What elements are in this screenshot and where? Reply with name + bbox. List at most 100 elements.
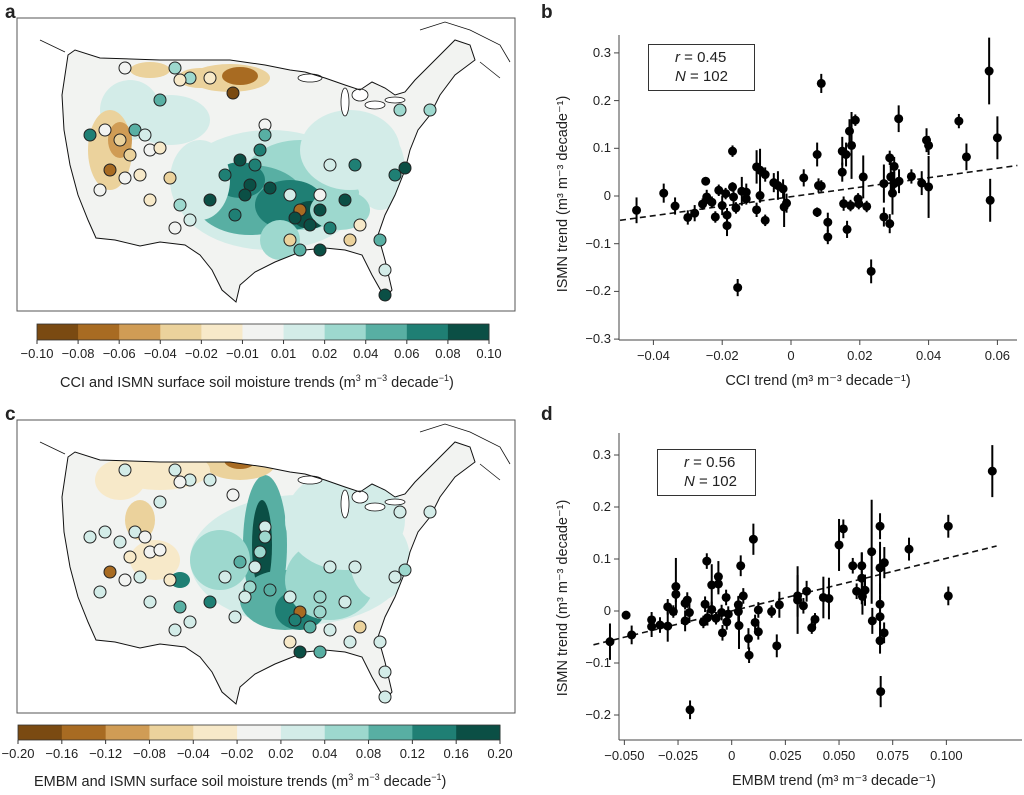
data-point xyxy=(632,205,642,215)
r-value: r = 0.45 xyxy=(675,48,754,67)
border-outline xyxy=(39,21,511,79)
sup: −3 xyxy=(376,373,388,383)
data-point xyxy=(838,524,848,534)
data-point xyxy=(721,189,731,199)
great-lake xyxy=(351,490,369,504)
station-marker xyxy=(393,505,407,519)
data-point xyxy=(605,637,615,647)
data-point xyxy=(741,187,751,197)
station-marker xyxy=(378,665,392,679)
data-point xyxy=(841,150,851,160)
colorbar-swatch xyxy=(447,324,490,340)
data-point xyxy=(824,594,834,604)
data-point xyxy=(717,201,727,211)
data-point xyxy=(816,78,826,88)
trend-region xyxy=(355,130,405,210)
trend-region xyxy=(130,540,180,580)
scatter-plot-d xyxy=(593,433,1022,745)
n-symbol: N xyxy=(675,68,686,85)
station-marker xyxy=(233,555,247,569)
y-tick-label: 0.3 xyxy=(592,44,611,60)
colorbar-a-tick-label: 0.06 xyxy=(394,346,420,361)
data-point xyxy=(733,283,743,293)
station-marker xyxy=(238,590,252,604)
data-point xyxy=(659,188,669,198)
coastline xyxy=(61,39,476,303)
data-point xyxy=(876,687,886,697)
data-point xyxy=(812,207,822,217)
station-marker xyxy=(373,635,387,649)
station-marker xyxy=(373,233,387,247)
data-point xyxy=(774,600,784,610)
station-marker xyxy=(303,620,317,634)
station-marker xyxy=(138,128,152,142)
data-point xyxy=(885,219,895,229)
data-point xyxy=(904,544,914,554)
station-marker xyxy=(203,473,217,487)
great-lake xyxy=(297,475,323,485)
station-marker xyxy=(343,233,357,247)
data-point xyxy=(887,188,897,198)
colorbar-frame xyxy=(36,323,490,341)
colorbar-a-tick-label: 0.04 xyxy=(353,346,379,361)
data-point xyxy=(943,591,953,601)
data-point xyxy=(894,176,904,186)
station-marker xyxy=(313,203,327,217)
data-point xyxy=(700,599,710,609)
x-axis-label-b: CCI trend (m³ m⁻³ decade⁻¹) xyxy=(725,373,911,389)
colorbar-swatch xyxy=(324,725,370,740)
trend-region xyxy=(190,530,250,590)
station-marker xyxy=(153,93,167,107)
data-point xyxy=(889,161,899,171)
colorbar-c-tick-label: −0.04 xyxy=(176,746,210,761)
data-point xyxy=(961,152,971,162)
panel-letter-d: d xyxy=(541,404,553,425)
map-panel-a xyxy=(16,17,516,312)
data-point xyxy=(707,580,717,590)
station-marker xyxy=(398,563,412,577)
station-marker xyxy=(133,168,147,182)
data-point xyxy=(875,636,885,646)
data-point xyxy=(627,630,637,640)
data-point xyxy=(684,608,694,618)
station-marker xyxy=(103,565,117,579)
station-marker xyxy=(323,221,337,235)
colorbar-frame xyxy=(17,724,501,741)
station-marker xyxy=(353,620,367,634)
stats-box-d: r = 0.56 N = 102 xyxy=(657,449,756,496)
station-marker xyxy=(173,475,187,489)
data-point xyxy=(984,66,994,76)
y-tick-label: −0.1 xyxy=(585,655,611,670)
colorbar-c-tick-label: −0.12 xyxy=(89,746,123,761)
colorbar-a-tick-label: −0.08 xyxy=(61,346,95,361)
station-marker xyxy=(183,213,197,227)
data-point xyxy=(702,613,712,623)
panel-letter-c: c xyxy=(5,404,16,425)
station-marker xyxy=(378,263,392,277)
station-marker xyxy=(163,573,177,587)
colorbar-swatch xyxy=(365,324,408,340)
station-marker xyxy=(93,585,107,599)
trend-region xyxy=(260,220,300,260)
station-marker xyxy=(313,590,327,604)
sup: −1 xyxy=(438,373,449,383)
data-point xyxy=(823,217,833,227)
data-point xyxy=(816,181,826,191)
r-text: = 0.56 xyxy=(689,454,736,471)
trend-region xyxy=(310,190,370,230)
colorbar-a-tick-label: 0.08 xyxy=(435,346,461,361)
x-tick-label: 0.02 xyxy=(847,348,873,363)
station-marker xyxy=(113,535,127,549)
y-tick-label: 0 xyxy=(603,603,611,618)
station-marker xyxy=(423,505,437,519)
x-tick-label: 0.04 xyxy=(915,348,942,363)
data-point xyxy=(722,617,732,627)
regression-line xyxy=(593,545,997,646)
colorbar-swatch xyxy=(149,725,194,740)
y-tick-label: −0.2 xyxy=(585,283,611,299)
data-point xyxy=(698,199,708,209)
data-point xyxy=(670,201,680,211)
text: ) xyxy=(449,374,454,391)
stats-box-b: r = 0.45 N = 102 xyxy=(648,44,755,91)
